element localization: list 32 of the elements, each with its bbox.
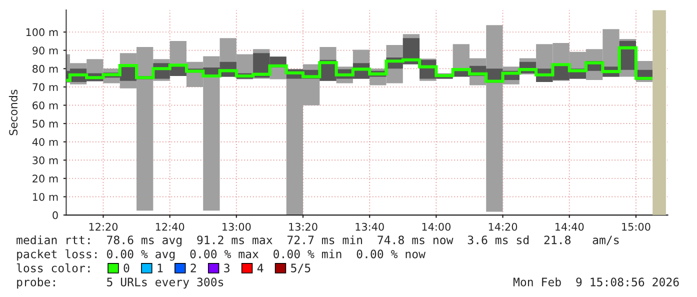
y-tick-label: 20 m <box>32 174 58 183</box>
x-tick-label: 14:40 <box>556 222 584 231</box>
legend-label: 3 <box>224 264 230 272</box>
y-tick-label: 0 <box>52 211 58 220</box>
y-tick-label: 70 m <box>32 83 58 92</box>
y-tick-label: 100 m <box>26 28 58 36</box>
legend-label: 4 <box>257 264 264 272</box>
legend-title: loss color: <box>16 263 90 272</box>
y-tick-label: 30 m <box>32 156 58 164</box>
legend-label: 5/5 <box>291 264 310 274</box>
x-tick-label: 13:00 <box>222 222 251 231</box>
text: packet loss: 0.00 % avg 0.00 % max 0.00 % min 0.00 % now <box>17 249 426 261</box>
y-axis-title: Seconds <box>8 90 18 136</box>
y-tick-label: 90 m <box>32 46 58 54</box>
y-tick-label: 80 m <box>32 64 58 73</box>
y-tick-label: 10 m <box>33 192 58 201</box>
x-tick-label: 12:40 <box>156 222 184 231</box>
y-tick-label: 40 m <box>32 138 58 146</box>
legend-label: 1 <box>158 264 163 272</box>
x-tick-label: 12:20 <box>89 222 118 231</box>
x-tick-label: 13:40 <box>356 222 384 231</box>
legend-label: 2 <box>190 264 196 272</box>
text: median rtt: 78.6 ms avg 91.2 ms max 72.7 ms min 74.8 ms now 3.6 ms sd 21.8 am/s <box>16 235 619 247</box>
x-tick-label: 15:00 <box>622 222 650 231</box>
x-tick-label: 13:20 <box>289 222 318 231</box>
x-tick-label: 14:20 <box>488 222 518 231</box>
x-tick-label: 14:00 <box>422 222 451 231</box>
legend-label: 0 <box>124 264 130 272</box>
y-tick-label: 50 m <box>32 120 58 128</box>
y-tick-label: 60 m <box>32 101 58 110</box>
text: probe: 5 URLs every 300s <box>17 277 224 289</box>
text: Mon Feb 9 15:08:56 2026 <box>514 277 679 286</box>
